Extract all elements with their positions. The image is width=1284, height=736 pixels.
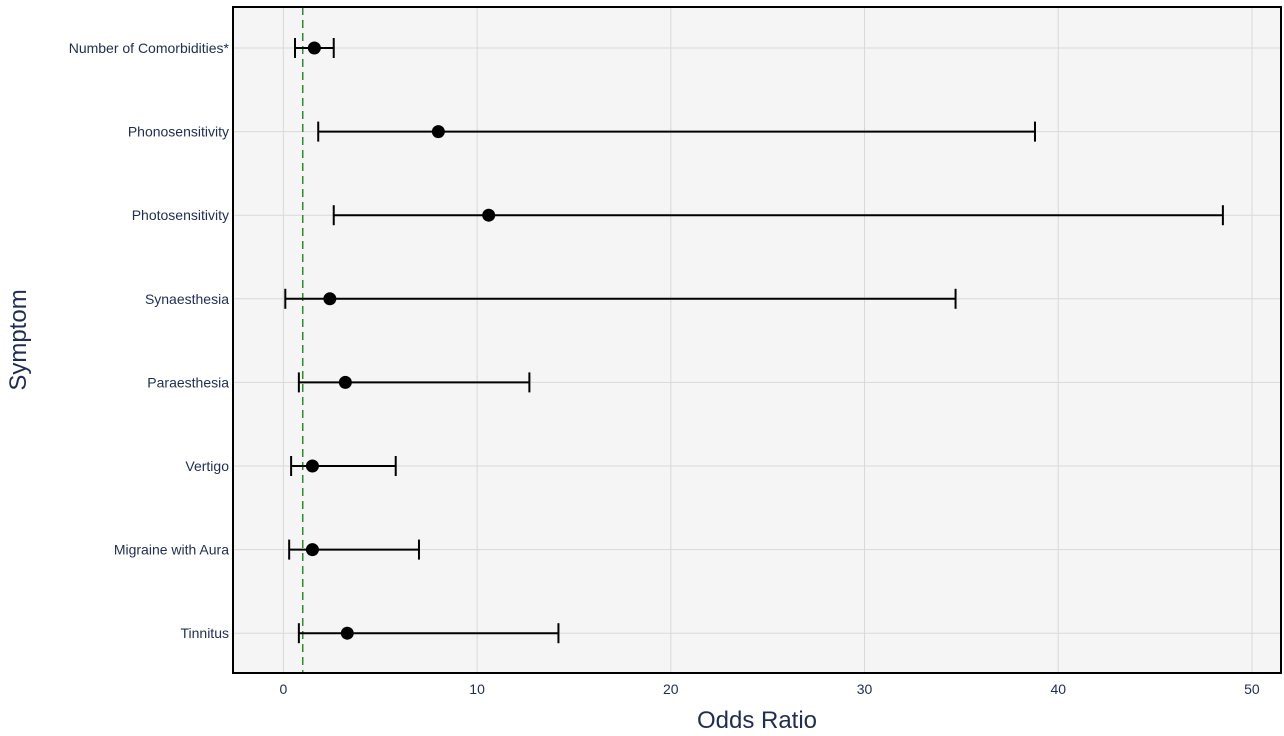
x-tick-label: 20 — [663, 681, 679, 697]
y-tick-label: Photosensitivity — [132, 207, 229, 223]
x-tick-label: 30 — [857, 681, 873, 697]
plot-frame — [232, 6, 1282, 674]
data-marks — [284, 38, 1224, 644]
y-tick-label: Synaesthesia — [145, 291, 229, 307]
x-tick-label: 10 — [469, 681, 485, 697]
x-tick-labels: 0 10 20 30 40 50 — [279, 681, 1259, 697]
y-tick-label: Paraesthesia — [147, 374, 229, 390]
plot-background — [233, 7, 1281, 673]
x-tick-label: 50 — [1244, 681, 1260, 697]
odds-ratio-point — [305, 543, 319, 557]
odds-ratio-point — [431, 125, 445, 139]
odds-ratio-point — [323, 292, 337, 306]
x-tick-label: 0 — [279, 681, 287, 697]
odds-ratio-point — [305, 459, 319, 473]
y-tick-label: Tinnitus — [180, 625, 229, 641]
x-tick-label: 40 — [1050, 681, 1066, 697]
odds-ratio-point — [338, 375, 352, 389]
y-axis-title: Symptom — [5, 289, 32, 390]
y-tick-label: Vertigo — [185, 458, 229, 474]
odds-ratio-point — [340, 626, 354, 640]
category-labels: Number of Comorbidities* Phonosensitivity… — [69, 40, 230, 641]
odds-ratio-point — [307, 41, 321, 55]
y-tick-label: Phonosensitivity — [128, 124, 229, 140]
y-tick-label: Number of Comorbidities* — [69, 40, 230, 56]
odds-ratio-point — [482, 208, 496, 222]
x-axis-title: Odds Ratio — [697, 707, 817, 734]
y-tick-label: Migraine with Aura — [114, 542, 229, 558]
